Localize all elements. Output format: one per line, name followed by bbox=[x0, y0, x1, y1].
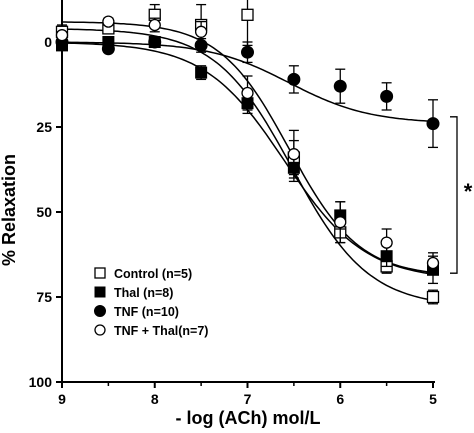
filled-square-marker bbox=[195, 66, 208, 79]
open-circle-marker bbox=[241, 86, 254, 100]
y-tick-label: 75 bbox=[36, 289, 52, 305]
filled-circle-marker bbox=[287, 72, 301, 86]
x-tick-label: 8 bbox=[151, 391, 159, 407]
open-circle-marker bbox=[94, 324, 106, 336]
open-circle-marker bbox=[148, 18, 161, 32]
y-tick-label: 100 bbox=[29, 374, 53, 390]
filled-circle-marker bbox=[426, 117, 440, 131]
open-circle-marker bbox=[102, 15, 115, 28]
legend: Control (n=5) Thal (n=8) TNF (n=10) TNF + T… bbox=[94, 267, 208, 338]
open-square-marker bbox=[241, 8, 254, 21]
filled-circle-marker bbox=[148, 35, 162, 49]
open-square-marker bbox=[94, 267, 106, 279]
y-tick-label: 0 bbox=[44, 34, 52, 50]
significance-bracket bbox=[450, 116, 458, 274]
y-tick-label: 25 bbox=[36, 119, 52, 135]
legend-label: Control (n=5) bbox=[114, 267, 192, 281]
significance-star: * bbox=[464, 179, 473, 204]
x-axis-label: - log (ACh) mol/L bbox=[176, 408, 321, 428]
fit-curves bbox=[61, 21, 434, 302]
significance-annotation: * bbox=[450, 116, 473, 274]
filled-circle-marker bbox=[94, 305, 106, 317]
legend-label: Thal (n=8) bbox=[114, 286, 173, 300]
legend-label: TNF (n=10) bbox=[114, 305, 179, 319]
open-circle-marker bbox=[287, 148, 301, 161]
open-square-marker bbox=[426, 290, 440, 304]
data-points bbox=[55, 0, 440, 305]
fit-curve bbox=[62, 41, 434, 123]
x-tick-label: 7 bbox=[244, 391, 252, 407]
x-tick-label: 6 bbox=[336, 391, 344, 407]
filled-circle-marker bbox=[241, 45, 254, 59]
filled-circle-marker bbox=[380, 89, 394, 103]
open-circle-marker bbox=[334, 216, 347, 229]
x-tick-label: 5 bbox=[429, 391, 437, 407]
y-axis-label: % Relaxation bbox=[0, 154, 19, 266]
filled-circle-marker bbox=[333, 79, 347, 93]
fit-curve bbox=[61, 28, 434, 302]
open-circle-marker bbox=[55, 29, 69, 42]
filled-square-marker bbox=[94, 286, 106, 298]
x-tick-label: 9 bbox=[58, 391, 66, 407]
open-circle-marker bbox=[194, 25, 208, 38]
open-circle-marker bbox=[426, 256, 440, 270]
filled-circle-marker bbox=[101, 42, 115, 56]
open-circle-marker bbox=[380, 236, 393, 249]
y-tick-label: 50 bbox=[36, 204, 52, 220]
legend-label: TNF + Thal(n=7) bbox=[114, 324, 208, 338]
axes: 0 25 50 75 100 9 8 7 6 5 bbox=[29, 0, 437, 407]
